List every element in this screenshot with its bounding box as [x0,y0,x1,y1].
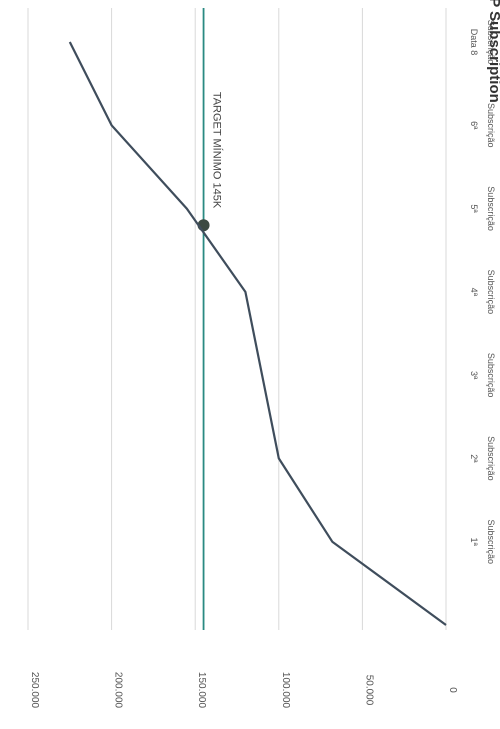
target-label: TARGET MÍNIMO 145K [211,92,224,209]
y-tick-label: 50.000 [363,675,374,706]
x-tick-label: 6ª [469,121,479,130]
y-tick-label: 0 [447,687,458,693]
x-tick-sublabel: Subscrição [486,519,496,564]
x-tick-sublabel: Subscrição [486,353,496,398]
x-tick-label: 1ª [469,538,479,547]
x-tick-label: 3ª [469,371,479,380]
series-line [70,42,446,625]
label-layer: 0 50.000 100.000 150.000 200.000 250.000 1ª Sub… [29,20,496,709]
y-tick-label: 250.000 [29,672,40,709]
series-layer [70,42,446,625]
x-tick-sublabel: Subscrição [486,186,496,231]
y-tick-label: 100.000 [280,672,291,709]
x-tick-sublabel: Subscrição [486,103,496,148]
x-tick-label: 2ª [469,454,479,463]
x-tick-label: Data 8 [469,29,479,56]
y-tick-label: 200.000 [113,672,124,709]
x-tick-label: 5ª [469,204,479,213]
x-tick-label: 4ª [469,288,479,297]
grid-layer [28,8,446,630]
chart-title: SP Subscription [486,0,500,103]
target-layer [198,8,210,630]
x-tick-sublabel: Subscrição [486,436,496,481]
y-tick-label: 150.000 [196,672,207,709]
x-tick-sublabel: Subscrição [486,270,496,315]
